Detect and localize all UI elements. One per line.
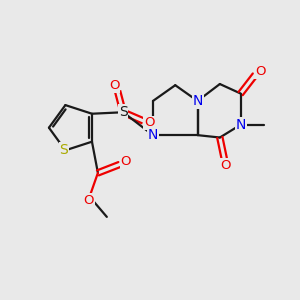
Text: O: O: [144, 116, 154, 129]
Text: N: N: [236, 118, 246, 132]
Text: O: O: [220, 159, 231, 172]
Text: O: O: [121, 155, 131, 168]
Text: O: O: [255, 65, 266, 78]
Text: O: O: [109, 79, 119, 92]
Text: S: S: [59, 143, 68, 157]
Text: N: N: [192, 94, 203, 108]
Text: S: S: [119, 105, 128, 119]
Text: O: O: [83, 194, 94, 207]
Text: N: N: [148, 128, 158, 142]
